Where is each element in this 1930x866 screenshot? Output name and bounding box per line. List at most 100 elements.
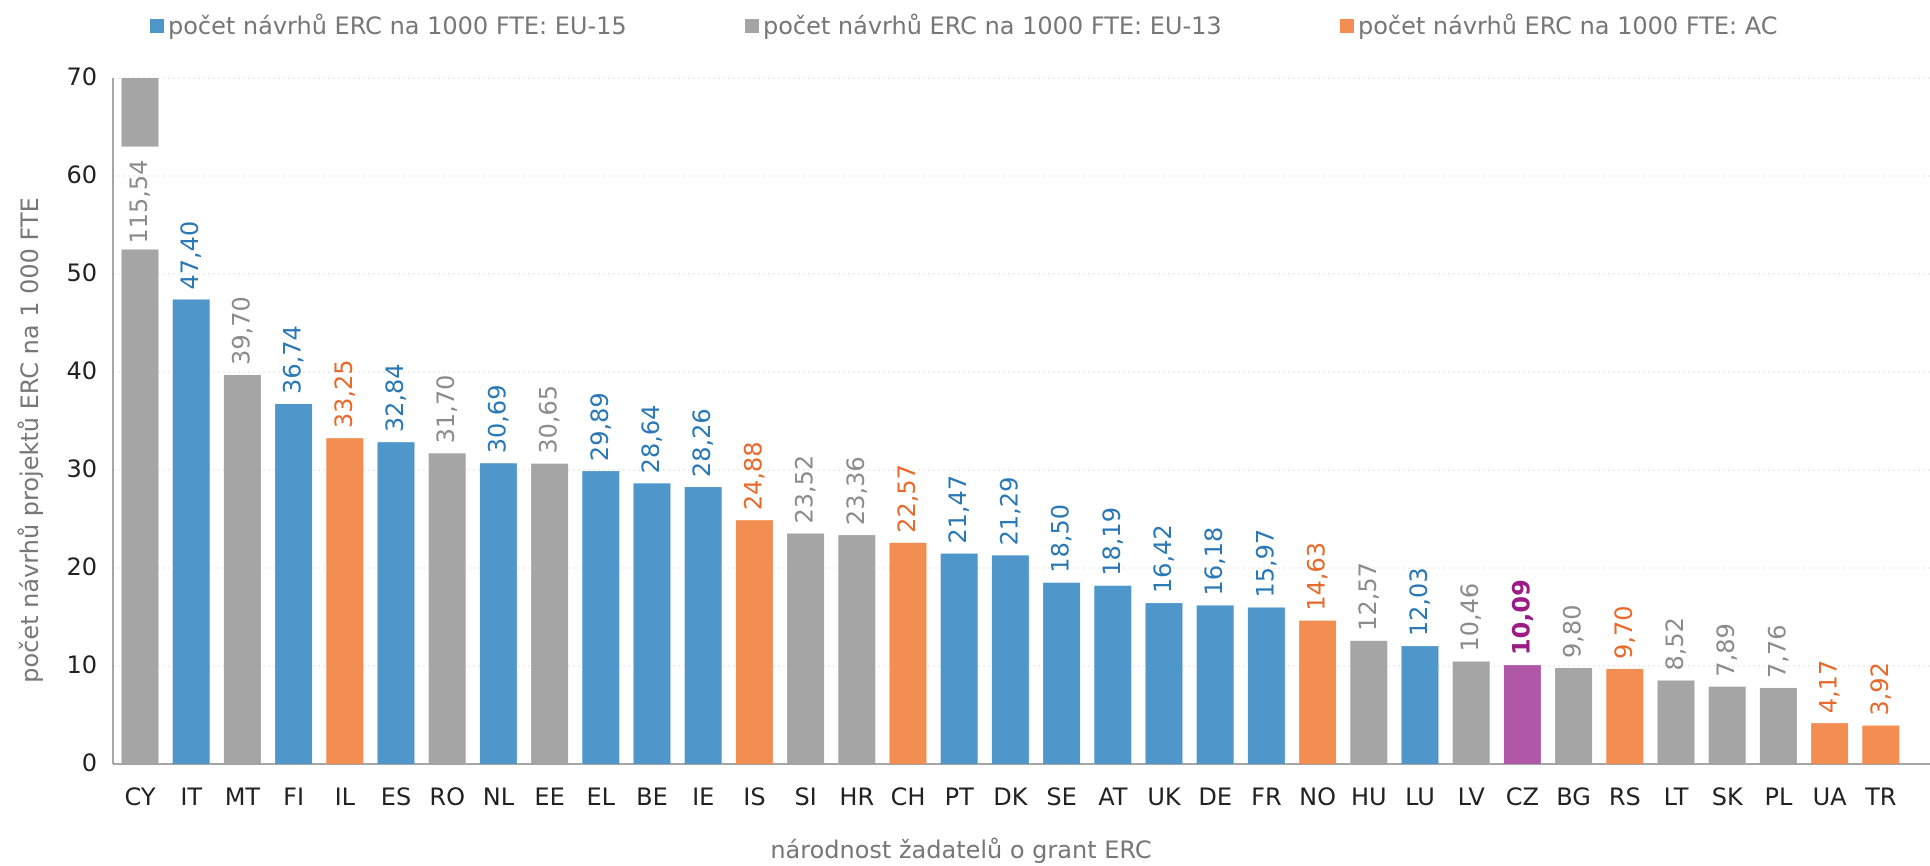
x-tick-label: UA [1813,783,1848,811]
value-label: 39,70 [227,296,255,365]
bar [223,374,261,764]
value-label: 18,50 [1047,504,1075,573]
value-label: 18,19 [1098,507,1126,576]
bar [838,535,876,764]
bar [1043,582,1081,764]
value-label: 23,52 [791,455,819,524]
value-label: 29,89 [586,392,614,461]
bar [1503,665,1541,764]
value-label: 3,92 [1866,662,1894,715]
x-tick-label: IL [335,783,356,811]
bar [787,533,825,764]
x-tick-label: IT [180,783,202,811]
x-tick-label: PL [1764,783,1792,811]
value-label: 21,29 [995,477,1023,546]
legend-label: počet návrhů ERC na 1000 FTE: EU-15 [168,12,627,40]
x-tick-label: MT [225,783,261,811]
value-label: 28,26 [688,408,716,477]
x-tick-label: LV [1458,783,1486,811]
bar [991,555,1029,764]
bar [1247,607,1285,764]
value-label: 28,64 [637,405,665,474]
value-label: 10,09 [1507,579,1535,655]
x-tick-label: LT [1664,783,1689,811]
bar [1452,661,1490,764]
value-label: 12,57 [1354,562,1382,631]
bar [479,463,517,764]
value-label: 7,89 [1712,623,1740,676]
legend-swatch [1340,19,1354,33]
bar [1555,667,1593,764]
y-tick-label: 70 [66,63,97,91]
value-label: 115,54 [125,160,153,244]
y-axis-label: počet návrhů projektů ERC na 1 000 FTE [16,197,44,683]
bar [940,553,978,764]
x-tick-label: DK [993,783,1028,811]
value-label: 21,47 [944,475,972,544]
value-label: 14,63 [1303,542,1331,611]
x-tick-label: ES [381,783,411,811]
x-tick-label: HU [1351,783,1387,811]
value-label: 30,69 [483,385,511,454]
x-tick-label: LU [1405,783,1435,811]
bar [121,249,159,764]
bar [1862,725,1900,764]
bar [1350,640,1388,764]
bar [428,453,466,764]
bar [889,542,927,764]
value-label: 9,80 [1559,605,1587,658]
value-label: 9,70 [1610,606,1638,659]
bar [275,403,313,764]
bar [582,471,620,764]
x-tick-label: FR [1251,783,1281,811]
x-tick-label: IE [692,783,714,811]
x-tick-label: SI [794,783,816,811]
value-label: 16,42 [1149,524,1177,593]
x-tick-label: FI [283,783,304,811]
x-tick-label: NL [483,783,515,811]
bar [326,438,364,764]
legend-label: počet návrhů ERC na 1000 FTE: AC [1358,12,1778,40]
bar [1401,646,1439,764]
bar [172,299,210,764]
bar [1299,620,1337,764]
legend-swatch [150,19,164,33]
x-tick-label: EL [587,783,616,811]
value-label: 32,84 [381,363,409,432]
y-tick-label: 60 [66,161,97,189]
bar [1759,687,1797,764]
value-label: 10,46 [1456,583,1484,652]
x-tick-label: UK [1147,783,1182,811]
y-tick-label: 40 [66,357,97,385]
bar [1606,668,1644,764]
x-axis-label: národnost žadatelů o grant ERC [770,836,1151,864]
bar [735,520,773,764]
value-label: 30,65 [535,385,563,454]
x-tick-label: TR [1864,783,1896,811]
x-tick-label: IS [743,783,765,811]
x-tick-label: PT [945,783,974,811]
x-tick-label: BE [636,783,668,811]
value-label: 7,76 [1763,625,1791,678]
x-tick-label: RS [1609,783,1641,811]
x-tick-label: EE [534,783,564,811]
y-tick-label: 10 [66,651,97,679]
value-label: 22,57 [893,464,921,533]
value-label: 15,97 [1251,529,1279,598]
bar-top [121,78,159,147]
x-tick-label: SE [1046,783,1076,811]
bar [1811,723,1849,764]
y-tick-label: 0 [82,749,97,777]
value-label: 23,36 [842,456,870,525]
legend-swatch [745,19,759,33]
x-tick-label: HR [839,783,874,811]
value-label: 16,18 [1200,527,1228,596]
bar [1145,603,1183,764]
x-tick-label: NO [1299,783,1336,811]
value-label: 24,88 [739,441,767,510]
x-tick-label: CZ [1506,783,1539,811]
bar [1657,680,1695,764]
value-label: 12,03 [1405,567,1433,636]
bar [1094,585,1132,764]
